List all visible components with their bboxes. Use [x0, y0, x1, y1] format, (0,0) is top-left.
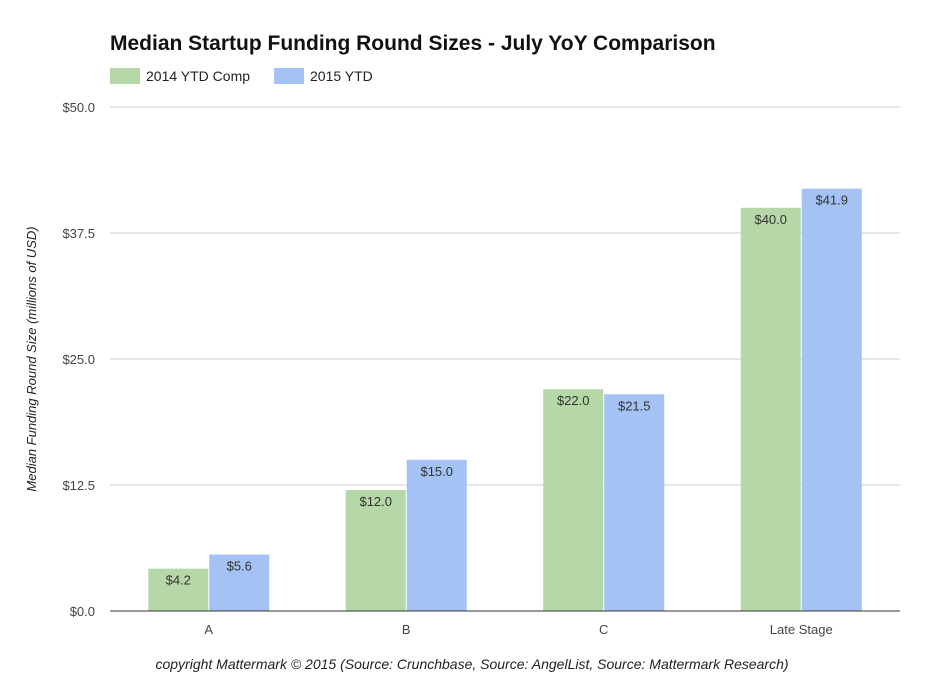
- data-label: $12.0: [359, 494, 392, 509]
- y-tick-label: $50.0: [62, 100, 95, 115]
- data-label: $15.0: [420, 464, 453, 479]
- copyright-footer: copyright Mattermark © 2015 (Source: Cru…: [155, 656, 789, 672]
- data-label: $22.0: [557, 393, 590, 408]
- x-tick-label: B: [402, 622, 411, 637]
- y-tick-label: $37.5: [62, 226, 95, 241]
- legend-swatch-2014: [110, 68, 140, 84]
- bar: [406, 459, 467, 611]
- legend-swatch-2015: [274, 68, 305, 84]
- y-axis-title: Median Funding Round Size (millions of U…: [24, 226, 39, 491]
- bar: [801, 188, 862, 611]
- data-label: $21.5: [618, 398, 651, 413]
- x-tick-label: Late Stage: [770, 622, 833, 637]
- data-label: $41.9: [815, 193, 848, 208]
- y-tick-label: $12.5: [62, 478, 95, 493]
- legend: 2014 YTD Comp 2015 YTD: [110, 66, 397, 86]
- x-tick-label: A: [204, 622, 213, 637]
- chart-title: Median Startup Funding Round Sizes - Jul…: [110, 32, 716, 55]
- x-tick-label: C: [599, 622, 608, 637]
- bar: [148, 568, 209, 611]
- bar: [604, 394, 665, 611]
- bar: [740, 207, 801, 612]
- legend-label-2014: 2014 YTD Comp: [146, 68, 251, 84]
- data-label: $40.0: [754, 212, 787, 227]
- y-tick-label: $25.0: [62, 352, 95, 367]
- data-label: $4.2: [166, 573, 191, 588]
- bar: [345, 490, 406, 611]
- legend-item-2014: 2014 YTD Comp: [110, 68, 250, 84]
- bar: [209, 554, 270, 611]
- y-tick-label: $0.0: [70, 604, 95, 619]
- legend-label-2015: 2015 YTD: [310, 68, 373, 84]
- legend-item-2015: 2015 YTD: [274, 68, 373, 84]
- bar: [543, 389, 604, 611]
- data-label: $5.6: [227, 559, 252, 574]
